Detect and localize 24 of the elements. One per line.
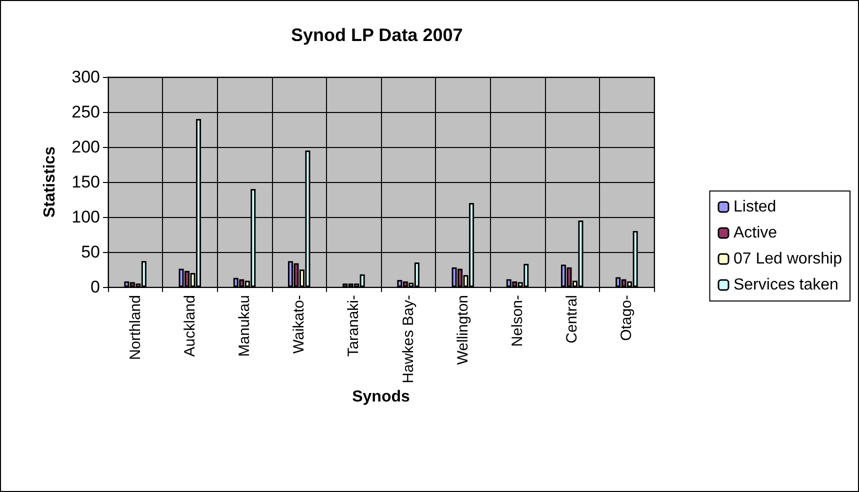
legend-label: Active [733,224,778,242]
y-tick-label: 0 [90,278,100,296]
x-tick-label: Wellington [454,295,472,365]
y-tick-label: 50 [81,242,100,262]
y-tick-label: 100 [72,208,100,226]
x-tick-label: Nelson- [509,294,526,347]
x-axis-title: Synods [352,388,410,406]
x-tick-label: Central [564,295,581,344]
y-tick-label: 300 [72,68,100,86]
x-tick-label: Hawkes Bay- [400,294,417,384]
y-tick-label: 250 [72,102,100,122]
x-tick-label: Manukau [236,295,253,357]
x-tick-label: Northland [126,295,144,360]
x-tick-label: Auckland [181,295,198,357]
x-tick-label: Waikato- [290,294,308,354]
x-tick-label: Taranaki- [345,295,362,357]
chart-title: Synod LP Data 2007 [291,25,463,45]
y-tick-label: 200 [72,138,100,156]
legend-label: Services taken [733,276,838,294]
y-tick-label: 150 [72,172,100,192]
y-axis-title: Statistics [42,146,58,218]
legend-label: 07 Led worship [733,250,842,268]
x-tick-label: Otago- [618,295,636,341]
legend-label: Listed [733,198,776,216]
